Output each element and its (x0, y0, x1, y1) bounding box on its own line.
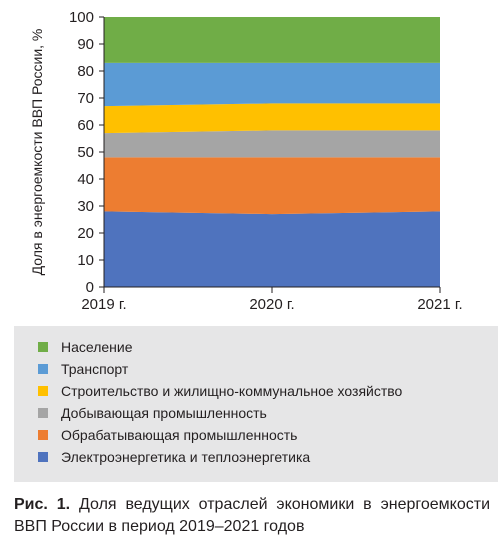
y-tick-label: 100 (69, 9, 94, 26)
y-tick-label: 0 (86, 279, 94, 296)
x-tick-label: 2020 г. (249, 296, 294, 313)
y-tick-label: 40 (77, 171, 94, 188)
legend-swatch (38, 342, 48, 352)
y-tick-label: 50 (77, 144, 94, 161)
legend-label: Электроэнергетика и теплоэнергетика (61, 449, 311, 465)
figure-caption: Рис. 1. Доля ведущих отраслей экономики … (14, 494, 490, 538)
axes-group: 0 10 20 30 40 50 60 70 80 90 100 2019 г. 2020 г. 2021… (69, 9, 463, 313)
legend-item: Добывающая промышленность (38, 403, 267, 423)
caption-prefix: Рис. 1. (14, 496, 71, 513)
legend-item: Транспорт (38, 359, 128, 379)
legend-item: Население (38, 337, 133, 357)
y-tick-label: 70 (77, 90, 94, 107)
legend-item: Обрабатывающая промышленность (38, 425, 297, 445)
y-tick-label: 60 (77, 117, 94, 134)
area-series-5 (104, 62, 440, 107)
area-series-3 (104, 130, 440, 158)
y-axis-title: Доля в энергоемкости ВВП России, % (29, 29, 45, 276)
area-series-4 (104, 103, 440, 134)
legend-swatch (38, 430, 48, 440)
stacked-area-chart: 0 10 20 30 40 50 60 70 80 90 100 2019 г. 2020 г. 2021… (29, 9, 463, 313)
area-series-1 (104, 211, 440, 287)
area-series-2 (104, 157, 440, 215)
legend-swatch (38, 386, 48, 396)
y-tick-label: 10 (77, 252, 94, 269)
legend-item: Строительство и жилищно-коммунальное хоз… (38, 381, 402, 401)
legend-label: Добывающая промышленность (61, 405, 267, 421)
legend-swatch (38, 364, 48, 374)
legend-label: Население (61, 339, 133, 355)
y-tick-label: 80 (77, 63, 94, 80)
x-tick-label: 2021 г. (417, 296, 462, 313)
area-series-group (104, 17, 440, 287)
legend-swatch (38, 408, 48, 418)
legend-label: Строительство и жилищно-коммунальное хоз… (61, 383, 403, 399)
legend-swatch (38, 452, 48, 462)
legend-item: Электроэнергетика и теплоэнергетика (38, 447, 310, 467)
area-series-6 (104, 17, 440, 63)
legend: Население Транспорт Строительство и жилищн… (14, 326, 498, 482)
y-tick-label: 20 (77, 225, 94, 242)
y-tick-label: 30 (77, 198, 94, 215)
caption-text: Доля ведущих отраслей экономики в энерго… (14, 496, 491, 535)
legend-label: Обрабатывающая промышленность (61, 427, 298, 443)
x-tick-label: 2019 г. (81, 296, 126, 313)
legend-label: Транспорт (61, 361, 129, 377)
y-tick-label: 90 (77, 36, 94, 53)
